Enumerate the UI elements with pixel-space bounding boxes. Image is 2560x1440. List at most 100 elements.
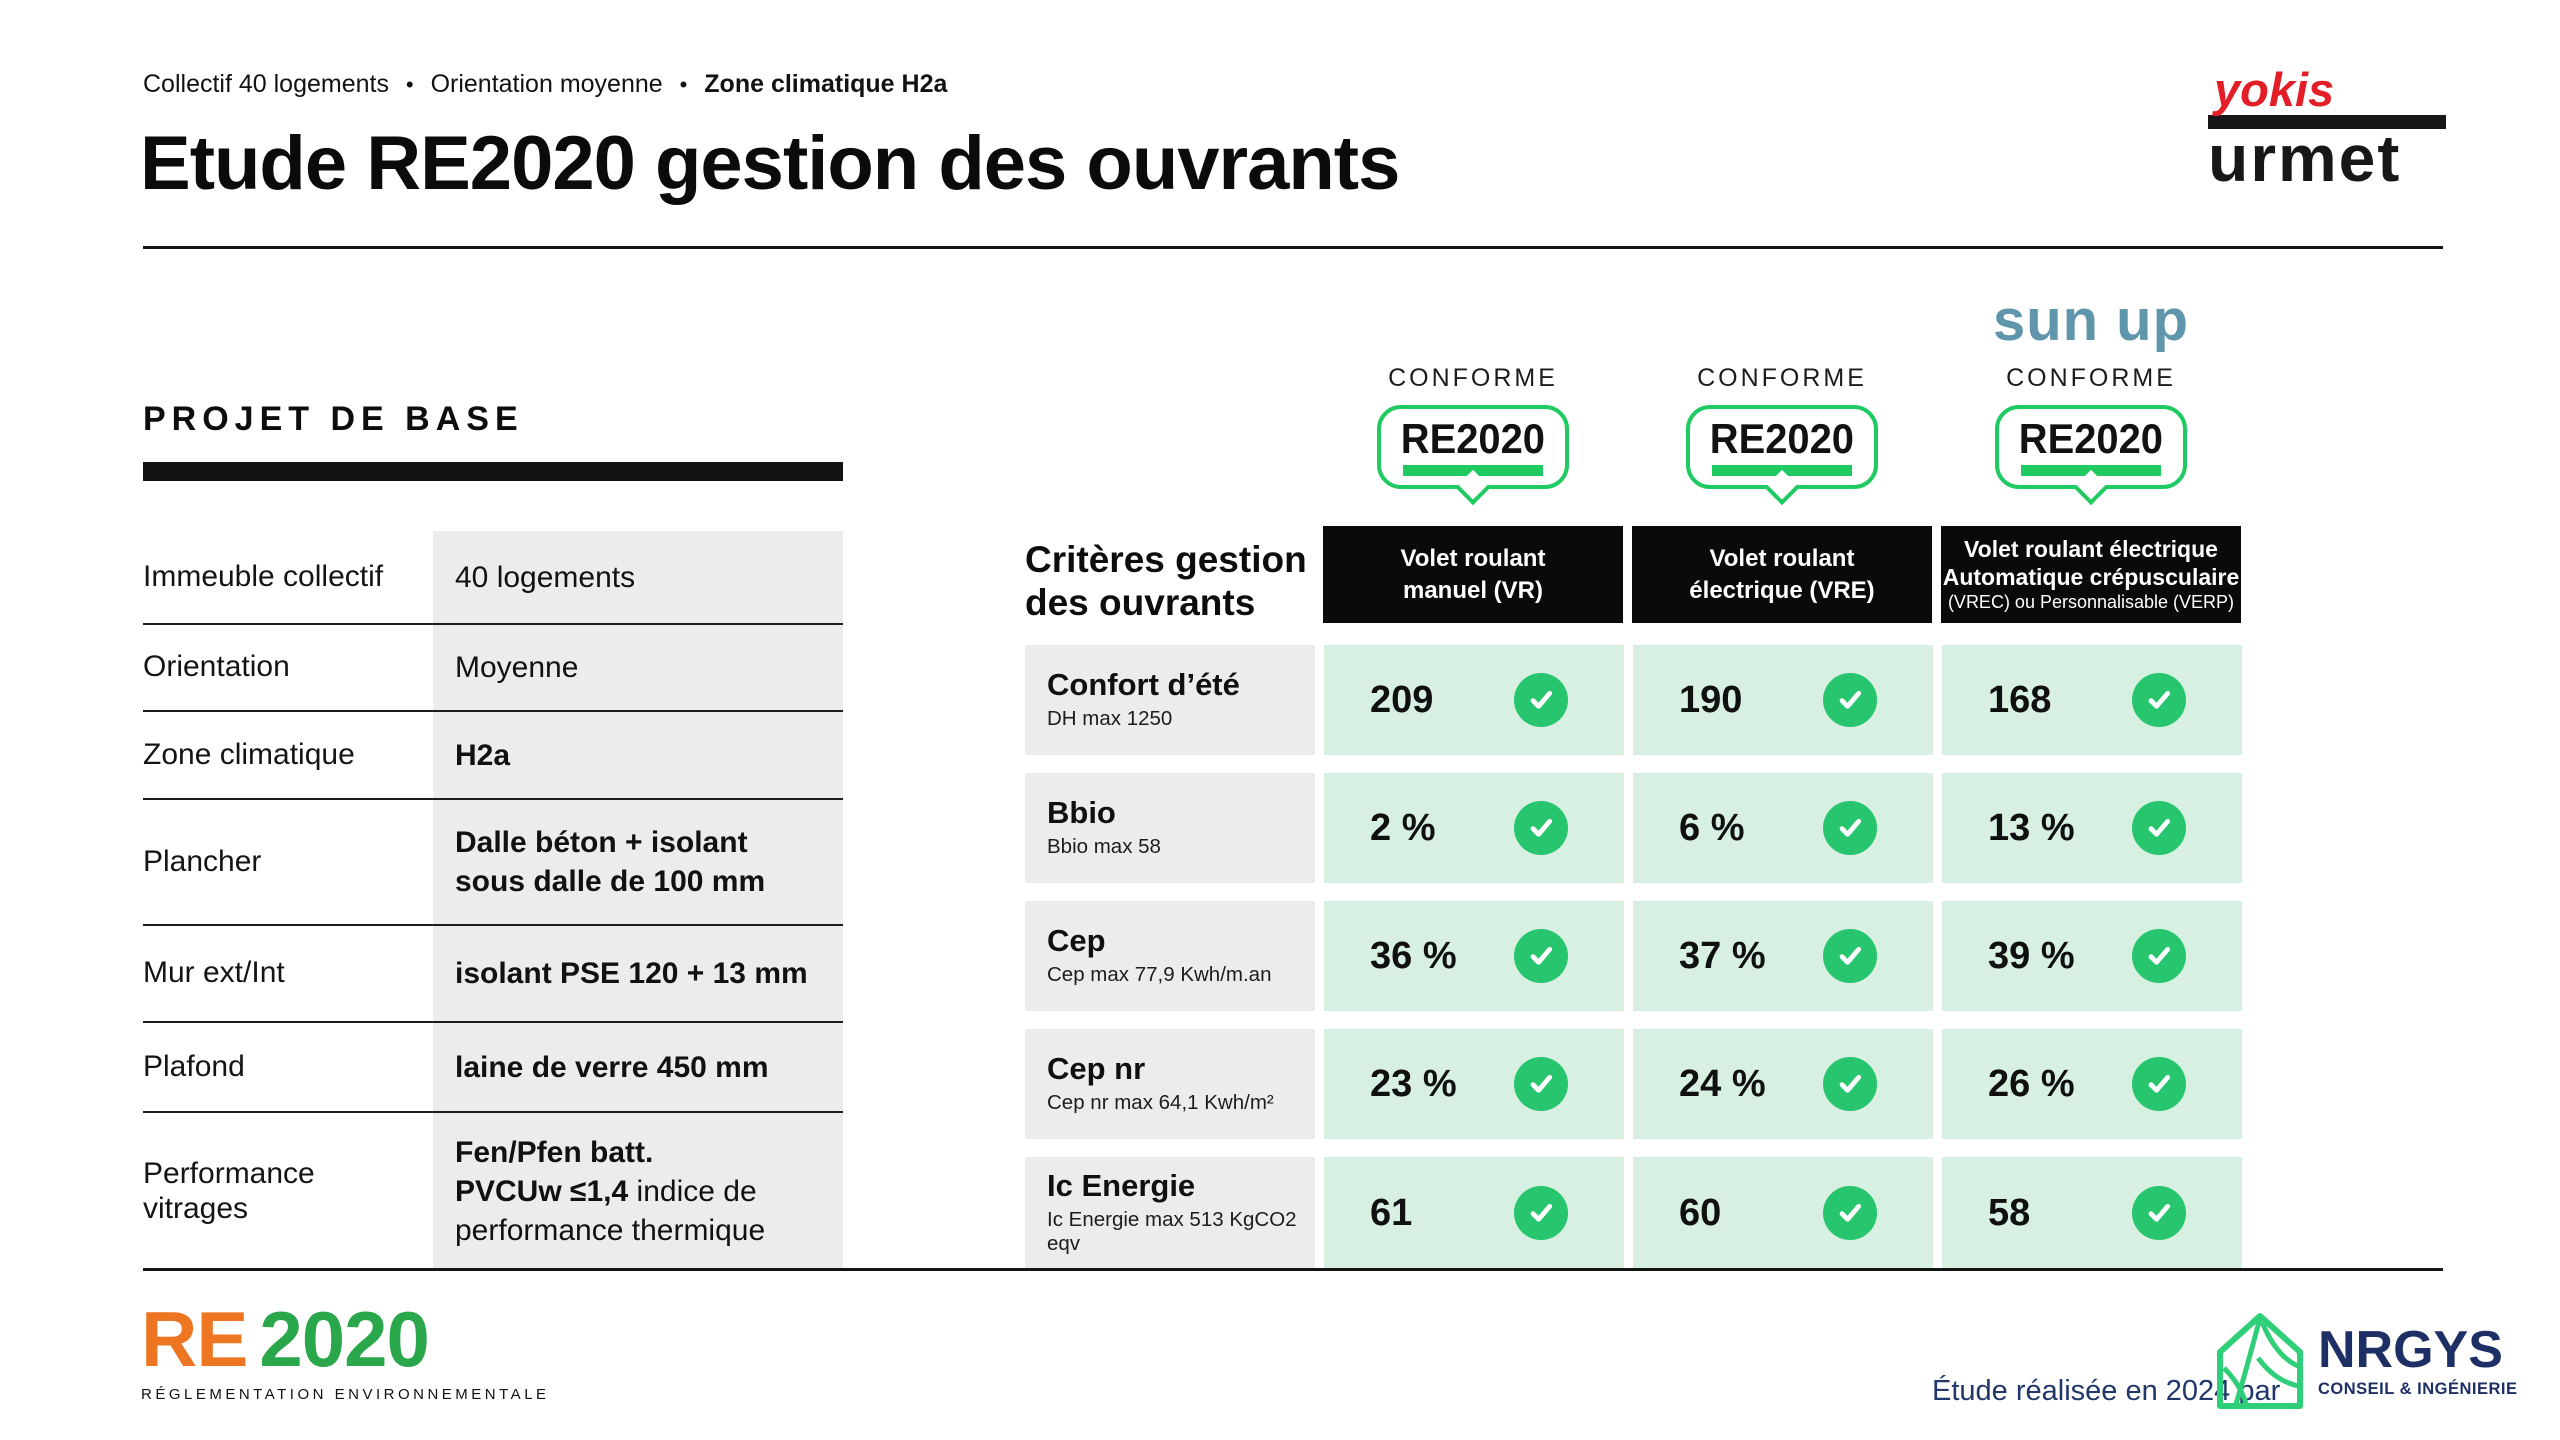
check-icon	[1823, 673, 1877, 727]
yokis-urmet-logo: yokis urmet	[2208, 66, 2446, 195]
row-label: Mur ext/Int	[143, 956, 285, 990]
breadcrumb-item-orientation: Orientation moyenne	[430, 70, 663, 98]
value-cell: 209	[1324, 645, 1624, 755]
re2020-badge-text: RE2020	[1709, 415, 1855, 462]
row-value: Moyenne	[433, 625, 843, 710]
row-label: Performance vitrages	[143, 1157, 315, 1225]
column-header-vr: Volet roulant manuel (VR)	[1323, 526, 1623, 623]
criterion-label: Cep nr Cep nr max 64,1 Kwh/m²	[1025, 1029, 1315, 1139]
column-title: Automatique crépusculaire	[1942, 564, 2240, 591]
criterion-limit: Ic Energie max 513 KgCO2 eqv	[1047, 1207, 1297, 1255]
base-project-heading-underline	[143, 462, 843, 481]
check-icon	[1514, 801, 1568, 855]
bottom-divider	[143, 1268, 2443, 1271]
criteria-header: Critères gestion des ouvrants	[1025, 539, 1307, 624]
value-cell: 61	[1324, 1157, 1624, 1269]
column-header-vrec: Volet roulant électrique Automatique cré…	[1941, 526, 2241, 623]
page-title: Etude RE2020 gestion des ouvrants	[140, 121, 1400, 206]
value: 13 %	[1988, 806, 2075, 849]
nrgys-wordmark: NRGYS	[2318, 1320, 2503, 1379]
value: 26 %	[1988, 1062, 2075, 1105]
table-row: Ic Energie Ic Energie max 513 KgCO2 eqv …	[1025, 1157, 2242, 1269]
value: 36 %	[1370, 934, 1457, 977]
row-value-rest: indice de performance thermique	[455, 1175, 766, 1247]
row-value: 40 logements	[433, 531, 843, 623]
value-cell: 168	[1942, 645, 2242, 755]
re2020-badge-text: RE2020	[1400, 415, 1546, 462]
re2020-logo-re: RE	[141, 1295, 248, 1383]
row-value: laine de verre 450 mm	[433, 1023, 843, 1111]
check-icon	[1514, 929, 1568, 983]
criterion-label: Cep Cep max 77,9 Kwh/m.an	[1025, 901, 1315, 1011]
conforme-label: CONFORME	[2006, 364, 2176, 392]
value-cell: 58	[1942, 1157, 2242, 1269]
breadcrumb-separator: •	[405, 72, 414, 97]
table-row: Plancher Dalle béton + isolant sous dall…	[143, 800, 843, 926]
criterion-label: Bbio Bbio max 58	[1025, 773, 1315, 883]
badge-column-vrec: sun up CONFORME RE2020	[1941, 288, 2241, 506]
value: 37 %	[1679, 934, 1766, 977]
row-value: H2a	[433, 712, 843, 798]
row-label: Orientation	[143, 650, 290, 684]
column-title: Volet roulant électrique	[1964, 536, 2218, 563]
value-cell: 60	[1633, 1157, 1933, 1269]
column-title: Volet roulant	[1709, 545, 1855, 573]
check-icon	[1823, 801, 1877, 855]
column-title: manuel (VR)	[1402, 576, 1543, 604]
check-icon	[2132, 1186, 2186, 1240]
value: 60	[1679, 1191, 1722, 1234]
column-title: électrique (VRE)	[1689, 576, 1875, 604]
row-value: isolant PSE 120 + 13 mm	[433, 926, 843, 1021]
conforme-label: CONFORME	[1697, 364, 1867, 392]
check-icon	[2132, 801, 2186, 855]
base-project-heading: PROJET DE BASE	[143, 400, 524, 438]
check-icon	[1514, 1057, 1568, 1111]
criterion-label: Confort d’été DH max 1250	[1025, 645, 1315, 755]
sun-up-logo: sun up	[1992, 288, 2190, 353]
value: 2 %	[1370, 806, 1436, 849]
table-row: Bbio Bbio max 58 2 % 6 % 13 %	[1025, 773, 2242, 883]
table-row: Mur ext/Int isolant PSE 120 + 13 mm	[143, 926, 843, 1023]
spacer	[1632, 292, 1932, 364]
table-row: Confort d’été DH max 1250 209 190 168	[1025, 645, 2242, 755]
column-title: Volet roulant	[1400, 545, 1546, 573]
re2020-logo-tagline: RÉGLEMENTATION ENVIRONNEMENTALE	[141, 1386, 550, 1403]
criterion-label: Ic Energie Ic Energie max 513 KgCO2 eqv	[1025, 1157, 1315, 1269]
check-icon	[2132, 673, 2186, 727]
criterion-name: Cep	[1047, 923, 1106, 959]
criterion-limit: DH max 1250	[1047, 706, 1173, 730]
value: 190	[1679, 678, 1743, 721]
value-cell: 6 %	[1633, 773, 1933, 883]
conforme-label: CONFORME	[1388, 364, 1558, 392]
row-label: Zone climatique	[143, 737, 355, 771]
value: 24 %	[1679, 1062, 1766, 1105]
check-icon	[1823, 929, 1877, 983]
value: 39 %	[1988, 934, 2075, 977]
value-cell: 24 %	[1633, 1029, 1933, 1139]
table-row: Orientation Moyenne	[143, 625, 843, 712]
table-row: Zone climatique H2a	[143, 712, 843, 800]
title-divider	[143, 246, 2443, 249]
row-label: Plafond	[143, 1049, 245, 1083]
value-cell: 2 %	[1324, 773, 1624, 883]
urmet-wordmark: urmet	[2208, 121, 2402, 195]
table-row: Immeuble collectif 40 logements	[143, 531, 843, 625]
check-icon	[2132, 1057, 2186, 1111]
urmet-logo-bar	[2208, 115, 2446, 129]
badge-column-vre: CONFORME RE2020	[1632, 292, 1932, 506]
nrgys-house-icon	[2217, 1313, 2303, 1409]
value-cell: 39 %	[1942, 901, 2242, 1011]
breadcrumb-item-building: Collectif 40 logements	[143, 70, 389, 98]
criterion-name: Cep nr	[1047, 1051, 1146, 1087]
value-cell: 26 %	[1942, 1029, 2242, 1139]
re2020-badge: RE2020	[1995, 405, 2187, 506]
check-icon	[1823, 1057, 1877, 1111]
table-row: Plafond laine de verre 450 mm	[143, 1023, 843, 1113]
check-icon	[2132, 929, 2186, 983]
check-icon	[1823, 1186, 1877, 1240]
criterion-limit: Bbio max 58	[1047, 834, 1161, 858]
nrgys-tagline: CONSEIL & INGÉNIERIE	[2318, 1379, 2518, 1398]
criterion-limit: Cep nr max 64,1 Kwh/m²	[1047, 1090, 1274, 1114]
criterion-name: Confort d’été	[1047, 667, 1240, 703]
